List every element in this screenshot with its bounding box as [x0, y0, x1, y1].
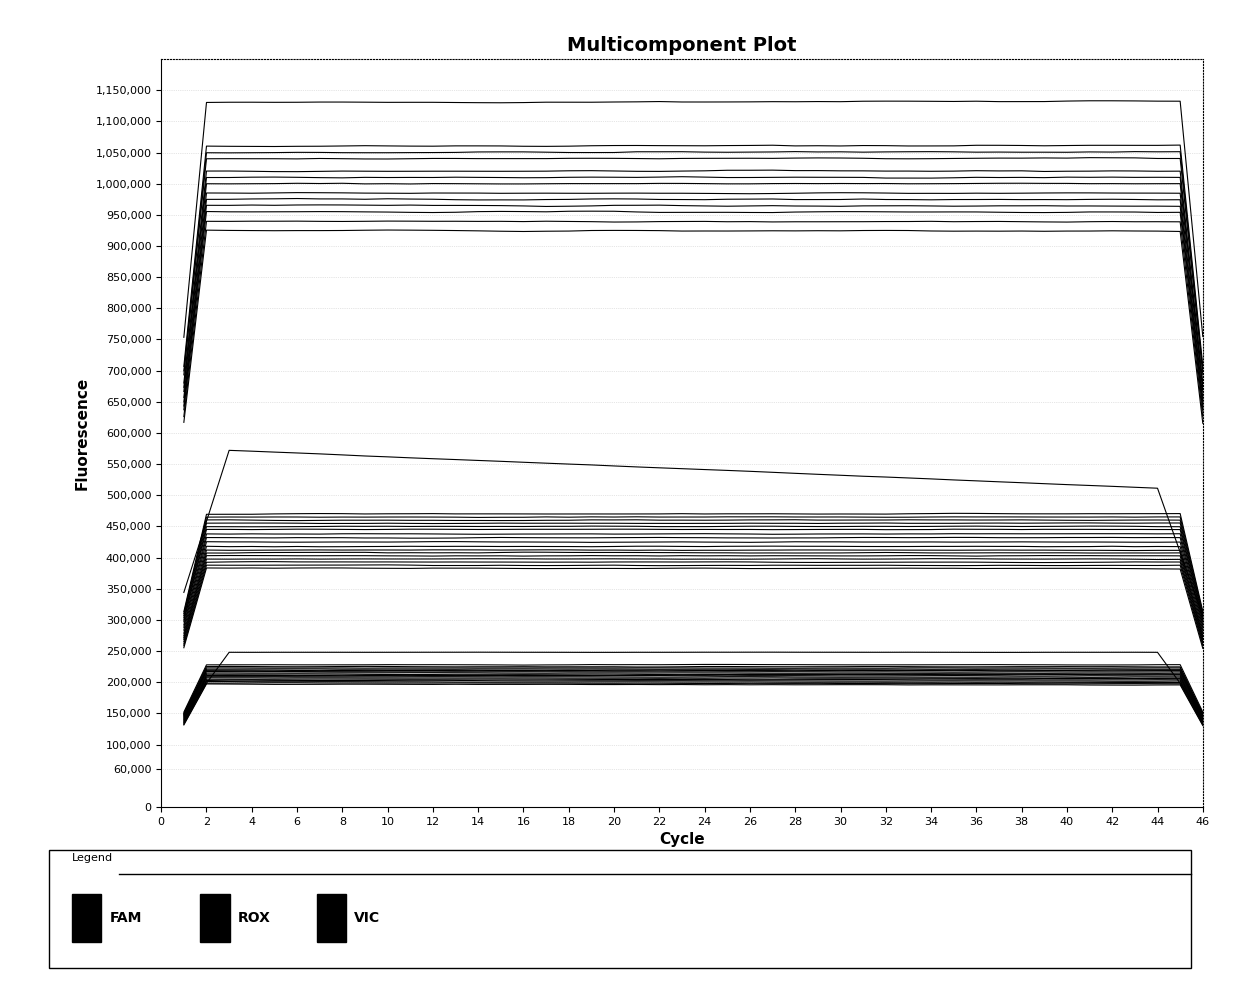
Y-axis label: Fluorescence: Fluorescence: [74, 376, 91, 490]
Text: Legend: Legend: [72, 852, 113, 863]
Text: VIC: VIC: [355, 911, 381, 925]
FancyBboxPatch shape: [48, 850, 1192, 968]
X-axis label: Cycle: Cycle: [660, 832, 704, 847]
Bar: [72, 893, 102, 943]
Bar: [317, 893, 346, 943]
Text: ROX: ROX: [238, 911, 270, 925]
Bar: [201, 893, 229, 943]
Text: FAM: FAM: [109, 911, 141, 925]
Title: Multicomponent Plot: Multicomponent Plot: [567, 35, 797, 55]
